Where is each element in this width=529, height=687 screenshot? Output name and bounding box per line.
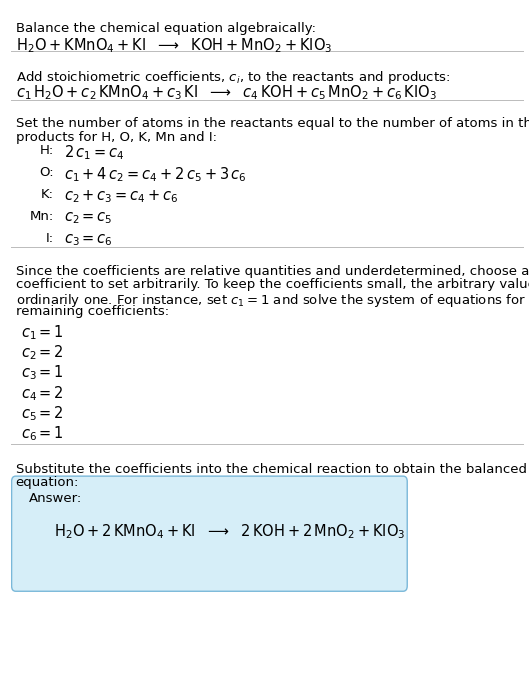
- Text: $c_2 = 2$: $c_2 = 2$: [21, 344, 63, 362]
- Text: $2\,c_1 = c_4$: $2\,c_1 = c_4$: [65, 144, 125, 162]
- Text: Set the number of atoms in the reactants equal to the number of atoms in the: Set the number of atoms in the reactants…: [16, 117, 529, 131]
- FancyBboxPatch shape: [12, 476, 407, 592]
- Text: K:: K:: [41, 188, 54, 201]
- Text: Mn:: Mn:: [30, 210, 54, 223]
- Text: remaining coefficients:: remaining coefficients:: [16, 305, 169, 318]
- Text: $c_2 = c_5$: $c_2 = c_5$: [65, 210, 113, 226]
- Text: I:: I:: [46, 232, 54, 245]
- Text: $c_1 + 4\,c_2 = c_4 + 2\,c_5 + 3\,c_6$: $c_1 + 4\,c_2 = c_4 + 2\,c_5 + 3\,c_6$: [65, 166, 247, 184]
- Text: coefficient to set arbitrarily. To keep the coefficients small, the arbitrary va: coefficient to set arbitrarily. To keep …: [16, 278, 529, 291]
- Text: $c_1\,\mathrm{H_2O} + c_2\,\mathrm{KMnO_4} + c_3\,\mathrm{KI}$  $\longrightarrow: $c_1\,\mathrm{H_2O} + c_2\,\mathrm{KMnO_…: [16, 83, 436, 102]
- Text: Substitute the coefficients into the chemical reaction to obtain the balanced: Substitute the coefficients into the che…: [16, 462, 527, 475]
- Text: ordinarily one. For instance, set $c_1 = 1$ and solve the system of equations fo: ordinarily one. For instance, set $c_1 =…: [16, 292, 529, 308]
- Text: $c_4 = 2$: $c_4 = 2$: [21, 384, 63, 403]
- Text: Answer:: Answer:: [29, 492, 82, 505]
- Text: Since the coefficients are relative quantities and underdetermined, choose a: Since the coefficients are relative quan…: [16, 264, 529, 278]
- Text: Add stoichiometric coefficients, $c_i$, to the reactants and products:: Add stoichiometric coefficients, $c_i$, …: [16, 69, 450, 86]
- Text: $c_5 = 2$: $c_5 = 2$: [21, 404, 63, 423]
- Text: $c_2 + c_3 = c_4 + c_6$: $c_2 + c_3 = c_4 + c_6$: [65, 188, 179, 205]
- Text: H:: H:: [40, 144, 54, 157]
- Text: O:: O:: [40, 166, 54, 179]
- Text: $\mathrm{H_2O + 2\,KMnO_4 + KI}$  $\longrightarrow$  $\mathrm{2\,KOH + 2\,MnO_2 : $\mathrm{H_2O + 2\,KMnO_4 + KI}$ $\longr…: [54, 522, 406, 541]
- Text: $\mathrm{H_2O + KMnO_4 + KI}$  $\longrightarrow$  $\mathrm{KOH + MnO_2 + KIO_3}$: $\mathrm{H_2O + KMnO_4 + KI}$ $\longrigh…: [16, 36, 332, 54]
- Text: products for H, O, K, Mn and I:: products for H, O, K, Mn and I:: [16, 131, 217, 144]
- Text: $c_6 = 1$: $c_6 = 1$: [21, 425, 63, 443]
- Text: $c_1 = 1$: $c_1 = 1$: [21, 324, 63, 342]
- Text: Balance the chemical equation algebraically:: Balance the chemical equation algebraica…: [16, 22, 316, 34]
- Text: $c_3 = c_6$: $c_3 = c_6$: [65, 232, 113, 248]
- Text: $c_3 = 1$: $c_3 = 1$: [21, 363, 63, 383]
- Text: equation:: equation:: [16, 476, 79, 489]
